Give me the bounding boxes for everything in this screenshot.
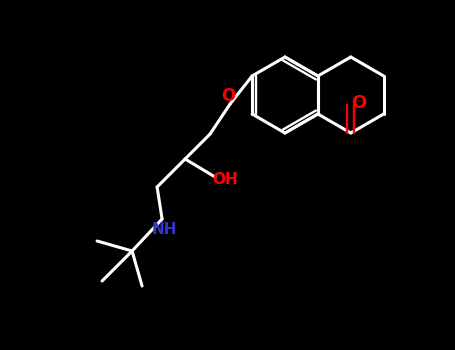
- Text: O: O: [351, 94, 366, 112]
- Text: OH: OH: [212, 172, 238, 187]
- Text: O: O: [221, 87, 235, 105]
- Text: NH: NH: [152, 222, 177, 237]
